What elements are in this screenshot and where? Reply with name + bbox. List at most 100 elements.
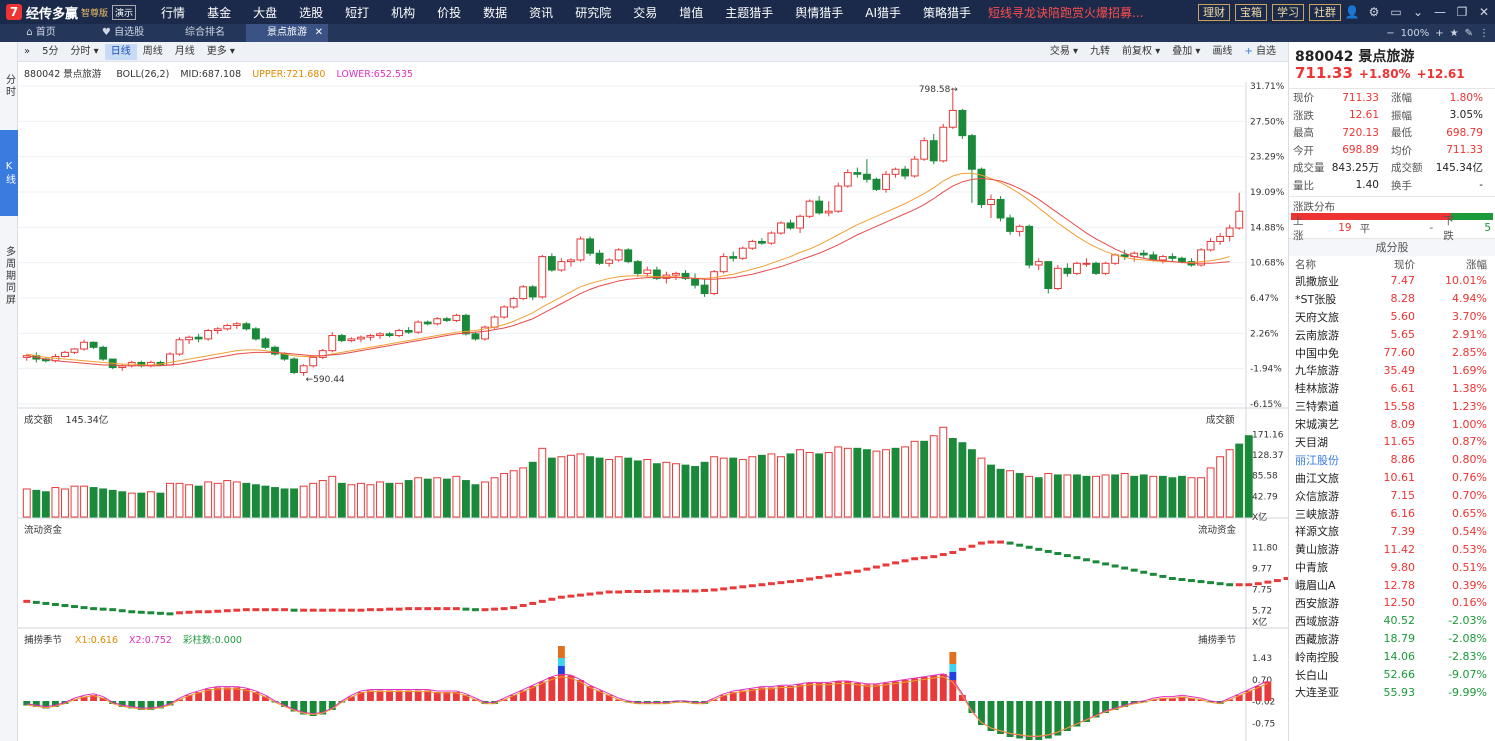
candle-body[interactable] bbox=[481, 326, 489, 340]
candle-body[interactable] bbox=[748, 240, 757, 249]
constituent-row[interactable]: 云南旅游 5.65 2.91% bbox=[1289, 326, 1495, 344]
candle-body[interactable] bbox=[433, 318, 442, 325]
candle-body[interactable] bbox=[204, 330, 213, 340]
candle-body[interactable] bbox=[872, 178, 881, 190]
candle-body[interactable] bbox=[385, 333, 394, 337]
candle-body[interactable] bbox=[652, 269, 661, 279]
kline-chart-svg[interactable]: 31.71% 27.50% 23.29% 19.09% 14.88% 10.68% 6.47… bbox=[18, 62, 1288, 741]
chevron-down-icon[interactable]: ⌄ bbox=[1412, 5, 1424, 19]
candle-body[interactable] bbox=[786, 222, 795, 229]
candle-body[interactable] bbox=[175, 339, 184, 355]
candle-body[interactable] bbox=[595, 252, 604, 264]
candle-body[interactable] bbox=[729, 256, 738, 259]
zoom-out-icon[interactable]: − bbox=[1386, 27, 1395, 39]
candle-body[interactable] bbox=[1053, 267, 1062, 290]
candle-body[interactable] bbox=[1235, 210, 1244, 229]
menu-item-12[interactable]: 主题猎手 bbox=[725, 5, 774, 20]
toolbar-btn-4[interactable]: 画线 bbox=[1206, 44, 1238, 60]
star-icon[interactable]: ★ bbox=[1449, 27, 1459, 39]
menu-item-3[interactable]: 选股 bbox=[299, 5, 324, 20]
expand-icon[interactable]: » bbox=[24, 45, 31, 57]
candle-body[interactable] bbox=[1206, 240, 1215, 251]
candle-body[interactable] bbox=[757, 240, 766, 244]
candle-body[interactable] bbox=[395, 330, 404, 337]
candle-body[interactable] bbox=[891, 168, 900, 175]
period-1[interactable]: 分时 ▾ bbox=[65, 44, 105, 60]
candle-body[interactable] bbox=[633, 261, 642, 274]
menu-item-0[interactable]: 行情 bbox=[161, 5, 186, 20]
candle-body[interactable] bbox=[910, 158, 919, 177]
tab-1[interactable]: ♥ 自选股 bbox=[82, 24, 164, 42]
candle-body[interactable] bbox=[920, 140, 929, 160]
pen-icon[interactable]: ✎ bbox=[1464, 27, 1473, 39]
candle-body[interactable] bbox=[672, 272, 680, 276]
menu-item-5[interactable]: 机构 bbox=[391, 5, 416, 20]
constituent-row[interactable]: 西域旅游 40.52 -2.03% bbox=[1289, 612, 1495, 630]
rail-multi-period[interactable]: 多周期同屏 bbox=[3, 246, 15, 306]
menu-item-8[interactable]: 资讯 bbox=[529, 5, 554, 20]
menu-item-10[interactable]: 交易 bbox=[633, 5, 658, 20]
candle-body[interactable] bbox=[1072, 262, 1081, 274]
candle-body[interactable] bbox=[347, 338, 356, 342]
candle-body[interactable] bbox=[309, 356, 318, 367]
constituent-row[interactable]: 宋城演艺 8.09 1.00% bbox=[1289, 415, 1495, 433]
candle-body[interactable] bbox=[805, 200, 814, 217]
tab-2[interactable]: 综合排名 bbox=[164, 24, 246, 42]
constituent-row[interactable]: 祥源文旅 7.39 0.54% bbox=[1289, 522, 1495, 540]
candle-body[interactable] bbox=[738, 247, 747, 259]
menu-item-2[interactable]: 大盘 bbox=[253, 5, 278, 20]
candle-body[interactable] bbox=[882, 173, 890, 190]
promo-link[interactable]: 短线寻龙诀陪跑赏火爆招募... bbox=[988, 5, 1144, 20]
period-5[interactable]: 更多 ▾ bbox=[201, 44, 241, 60]
period-4[interactable]: 月线 bbox=[169, 44, 201, 60]
constituent-row[interactable]: 西安旅游 12.50 0.16% bbox=[1289, 594, 1495, 612]
candle-body[interactable] bbox=[490, 316, 499, 328]
close-icon[interactable]: ✕ bbox=[1478, 5, 1490, 19]
candle-body[interactable] bbox=[547, 256, 556, 271]
constituent-row[interactable]: 丽江股份 8.86 0.80% bbox=[1289, 451, 1495, 469]
constituent-row[interactable]: 西藏旅游 18.79 -2.08% bbox=[1289, 630, 1495, 648]
constituent-row[interactable]: 天目湖 11.65 0.87% bbox=[1289, 433, 1495, 451]
candle-body[interactable] bbox=[461, 314, 470, 335]
menu-item-11[interactable]: 增值 bbox=[679, 5, 704, 20]
menu-item-6[interactable]: 价投 bbox=[437, 5, 462, 20]
candle-body[interactable] bbox=[213, 328, 222, 332]
candle-body[interactable] bbox=[509, 298, 518, 308]
constituent-row[interactable]: 凯撒旅业 7.47 10.01% bbox=[1289, 272, 1495, 290]
constituent-row[interactable]: 中青旅 9.80 0.51% bbox=[1289, 558, 1495, 576]
candle-body[interactable] bbox=[538, 256, 547, 298]
candle-body[interactable] bbox=[624, 249, 633, 263]
candle-body[interactable] bbox=[1158, 256, 1167, 261]
app-logo[interactable]: 7 经传多赢 智尊版 演示 bbox=[0, 0, 137, 24]
candle-body[interactable] bbox=[557, 261, 566, 271]
candle-body[interactable] bbox=[519, 286, 528, 300]
candle-body[interactable] bbox=[1168, 256, 1177, 259]
candle-body[interactable] bbox=[1025, 225, 1034, 266]
candle-body[interactable] bbox=[223, 324, 232, 330]
candle-body[interactable] bbox=[1139, 252, 1148, 256]
candle-body[interactable] bbox=[1044, 261, 1053, 290]
top-button-1[interactable]: 宝箱 bbox=[1235, 3, 1267, 21]
candle-body[interactable] bbox=[290, 358, 299, 374]
candle-body[interactable] bbox=[452, 314, 461, 321]
candle-body[interactable] bbox=[423, 321, 432, 325]
tab-0[interactable]: ⌂ 首页 bbox=[0, 24, 82, 42]
candle-body[interactable] bbox=[1197, 249, 1205, 266]
candle-body[interactable] bbox=[232, 323, 241, 326]
candle-body[interactable] bbox=[404, 330, 413, 333]
candle-body[interactable] bbox=[643, 269, 652, 274]
candle-body[interactable] bbox=[719, 256, 728, 273]
candle-body[interactable] bbox=[99, 346, 108, 360]
toolbar-btn-0[interactable]: 交易 ▾ bbox=[1044, 44, 1084, 60]
candle-body[interactable] bbox=[1216, 235, 1225, 242]
toolbar-btn-2[interactable]: 前复权 ▾ bbox=[1116, 44, 1166, 60]
period-3[interactable]: 周线 bbox=[137, 44, 169, 60]
candle-body[interactable] bbox=[614, 249, 623, 261]
candle-body[interactable] bbox=[996, 198, 1005, 219]
menu-item-4[interactable]: 短打 bbox=[345, 5, 370, 20]
candle-body[interactable] bbox=[70, 348, 79, 353]
period-0[interactable]: 5分 bbox=[36, 44, 64, 60]
candle-body[interactable] bbox=[194, 336, 203, 340]
window-icon[interactable]: ▭ bbox=[1390, 5, 1402, 19]
candle-body[interactable] bbox=[967, 135, 976, 170]
